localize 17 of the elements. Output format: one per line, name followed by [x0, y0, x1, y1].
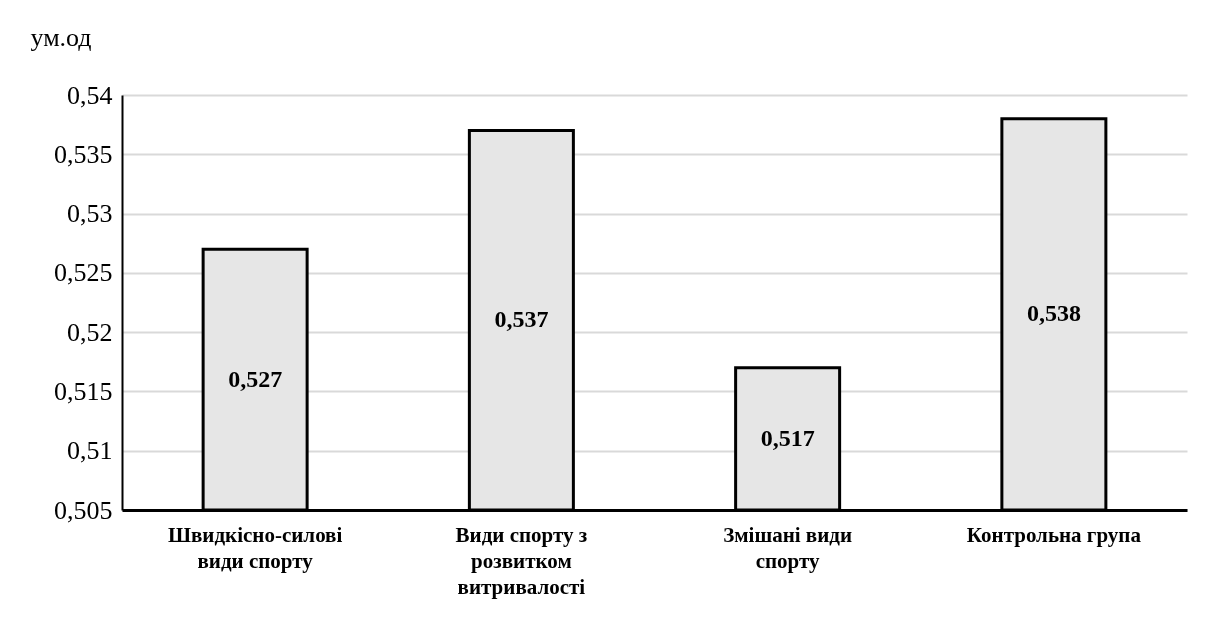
data-label: 0,517 [760, 424, 815, 451]
y-tick-label: 0,525 [54, 258, 113, 288]
y-axis-title: ум.од [30, 22, 92, 52]
x-tick-label: Контрольна група [966, 522, 1142, 547]
y-tick-label: 0,51 [67, 436, 113, 466]
y-tick-label: 0,535 [54, 139, 113, 169]
data-label: 0,527 [228, 365, 283, 392]
y-tick-label: 0,54 [67, 80, 113, 110]
x-tick-label: Швидкісно-силові види спорту [167, 522, 343, 573]
x-tick-label: Види спорту з розвитком витривалості [455, 522, 588, 599]
data-label: 0,538 [1026, 300, 1081, 327]
y-tick-label: 0,53 [67, 199, 113, 229]
y-tick-label: 0,52 [67, 317, 113, 347]
x-tick-label: Змішані види спорту [723, 522, 853, 573]
data-label: 0,537 [494, 306, 549, 333]
y-tick-label: 0,515 [54, 376, 113, 406]
y-tick-label: 0,505 [54, 495, 113, 525]
